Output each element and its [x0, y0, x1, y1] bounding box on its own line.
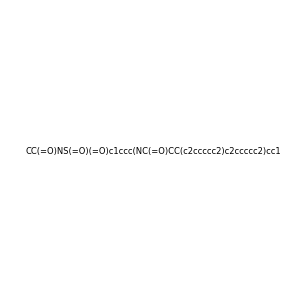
Text: CC(=O)NS(=O)(=O)c1ccc(NC(=O)CC(c2ccccc2)c2ccccc2)cc1: CC(=O)NS(=O)(=O)c1ccc(NC(=O)CC(c2ccccc2)…: [26, 147, 282, 156]
